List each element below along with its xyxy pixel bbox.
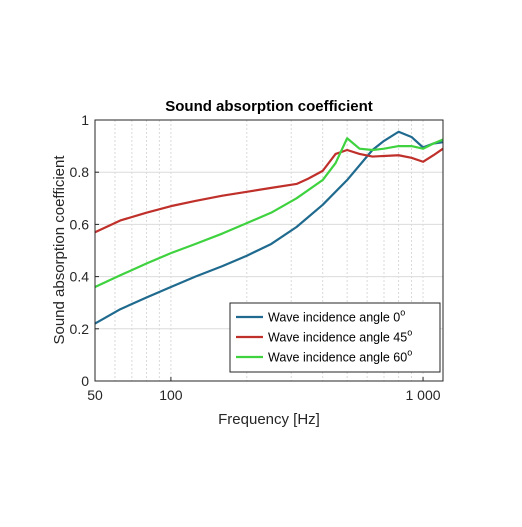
x-tick-label: 1 000 [406, 387, 441, 403]
series-line-1 [94, 147, 444, 234]
y-tick-label: 0.8 [70, 164, 90, 180]
legend: Wave incidence angle 0o Wave incidence an… [229, 302, 441, 373]
y-tick-label: 0.6 [70, 216, 90, 232]
plot-frame [94, 119, 444, 382]
legend-box [229, 302, 441, 373]
x-tick-label: 100 [159, 387, 183, 403]
x-tick-label: 50 [87, 387, 103, 403]
y-tick-label: 0 [81, 373, 89, 389]
legend-label-1: Wave incidence angle 45o [268, 328, 412, 345]
series-line-0 [94, 130, 444, 325]
series [94, 130, 444, 325]
chart-title: Sound absorption coefficient [165, 98, 373, 115]
y-tick-label: 0.2 [70, 321, 90, 337]
y-axis-label: Sound absorption coefficient [51, 155, 68, 345]
legend-label-2: Wave incidence angle 60o [268, 348, 412, 365]
legend-label-0: Wave incidence angle 0o [268, 308, 405, 325]
y-tick-label: 1 [81, 112, 89, 128]
tick-labels: 50 100 1 000 0 0.2 0.4 0.6 0.8 1 [70, 112, 441, 403]
x-axis-label: Frequency [Hz] [218, 411, 320, 428]
series-line-2 [94, 137, 444, 289]
y-tick-label: 0.4 [70, 269, 90, 285]
